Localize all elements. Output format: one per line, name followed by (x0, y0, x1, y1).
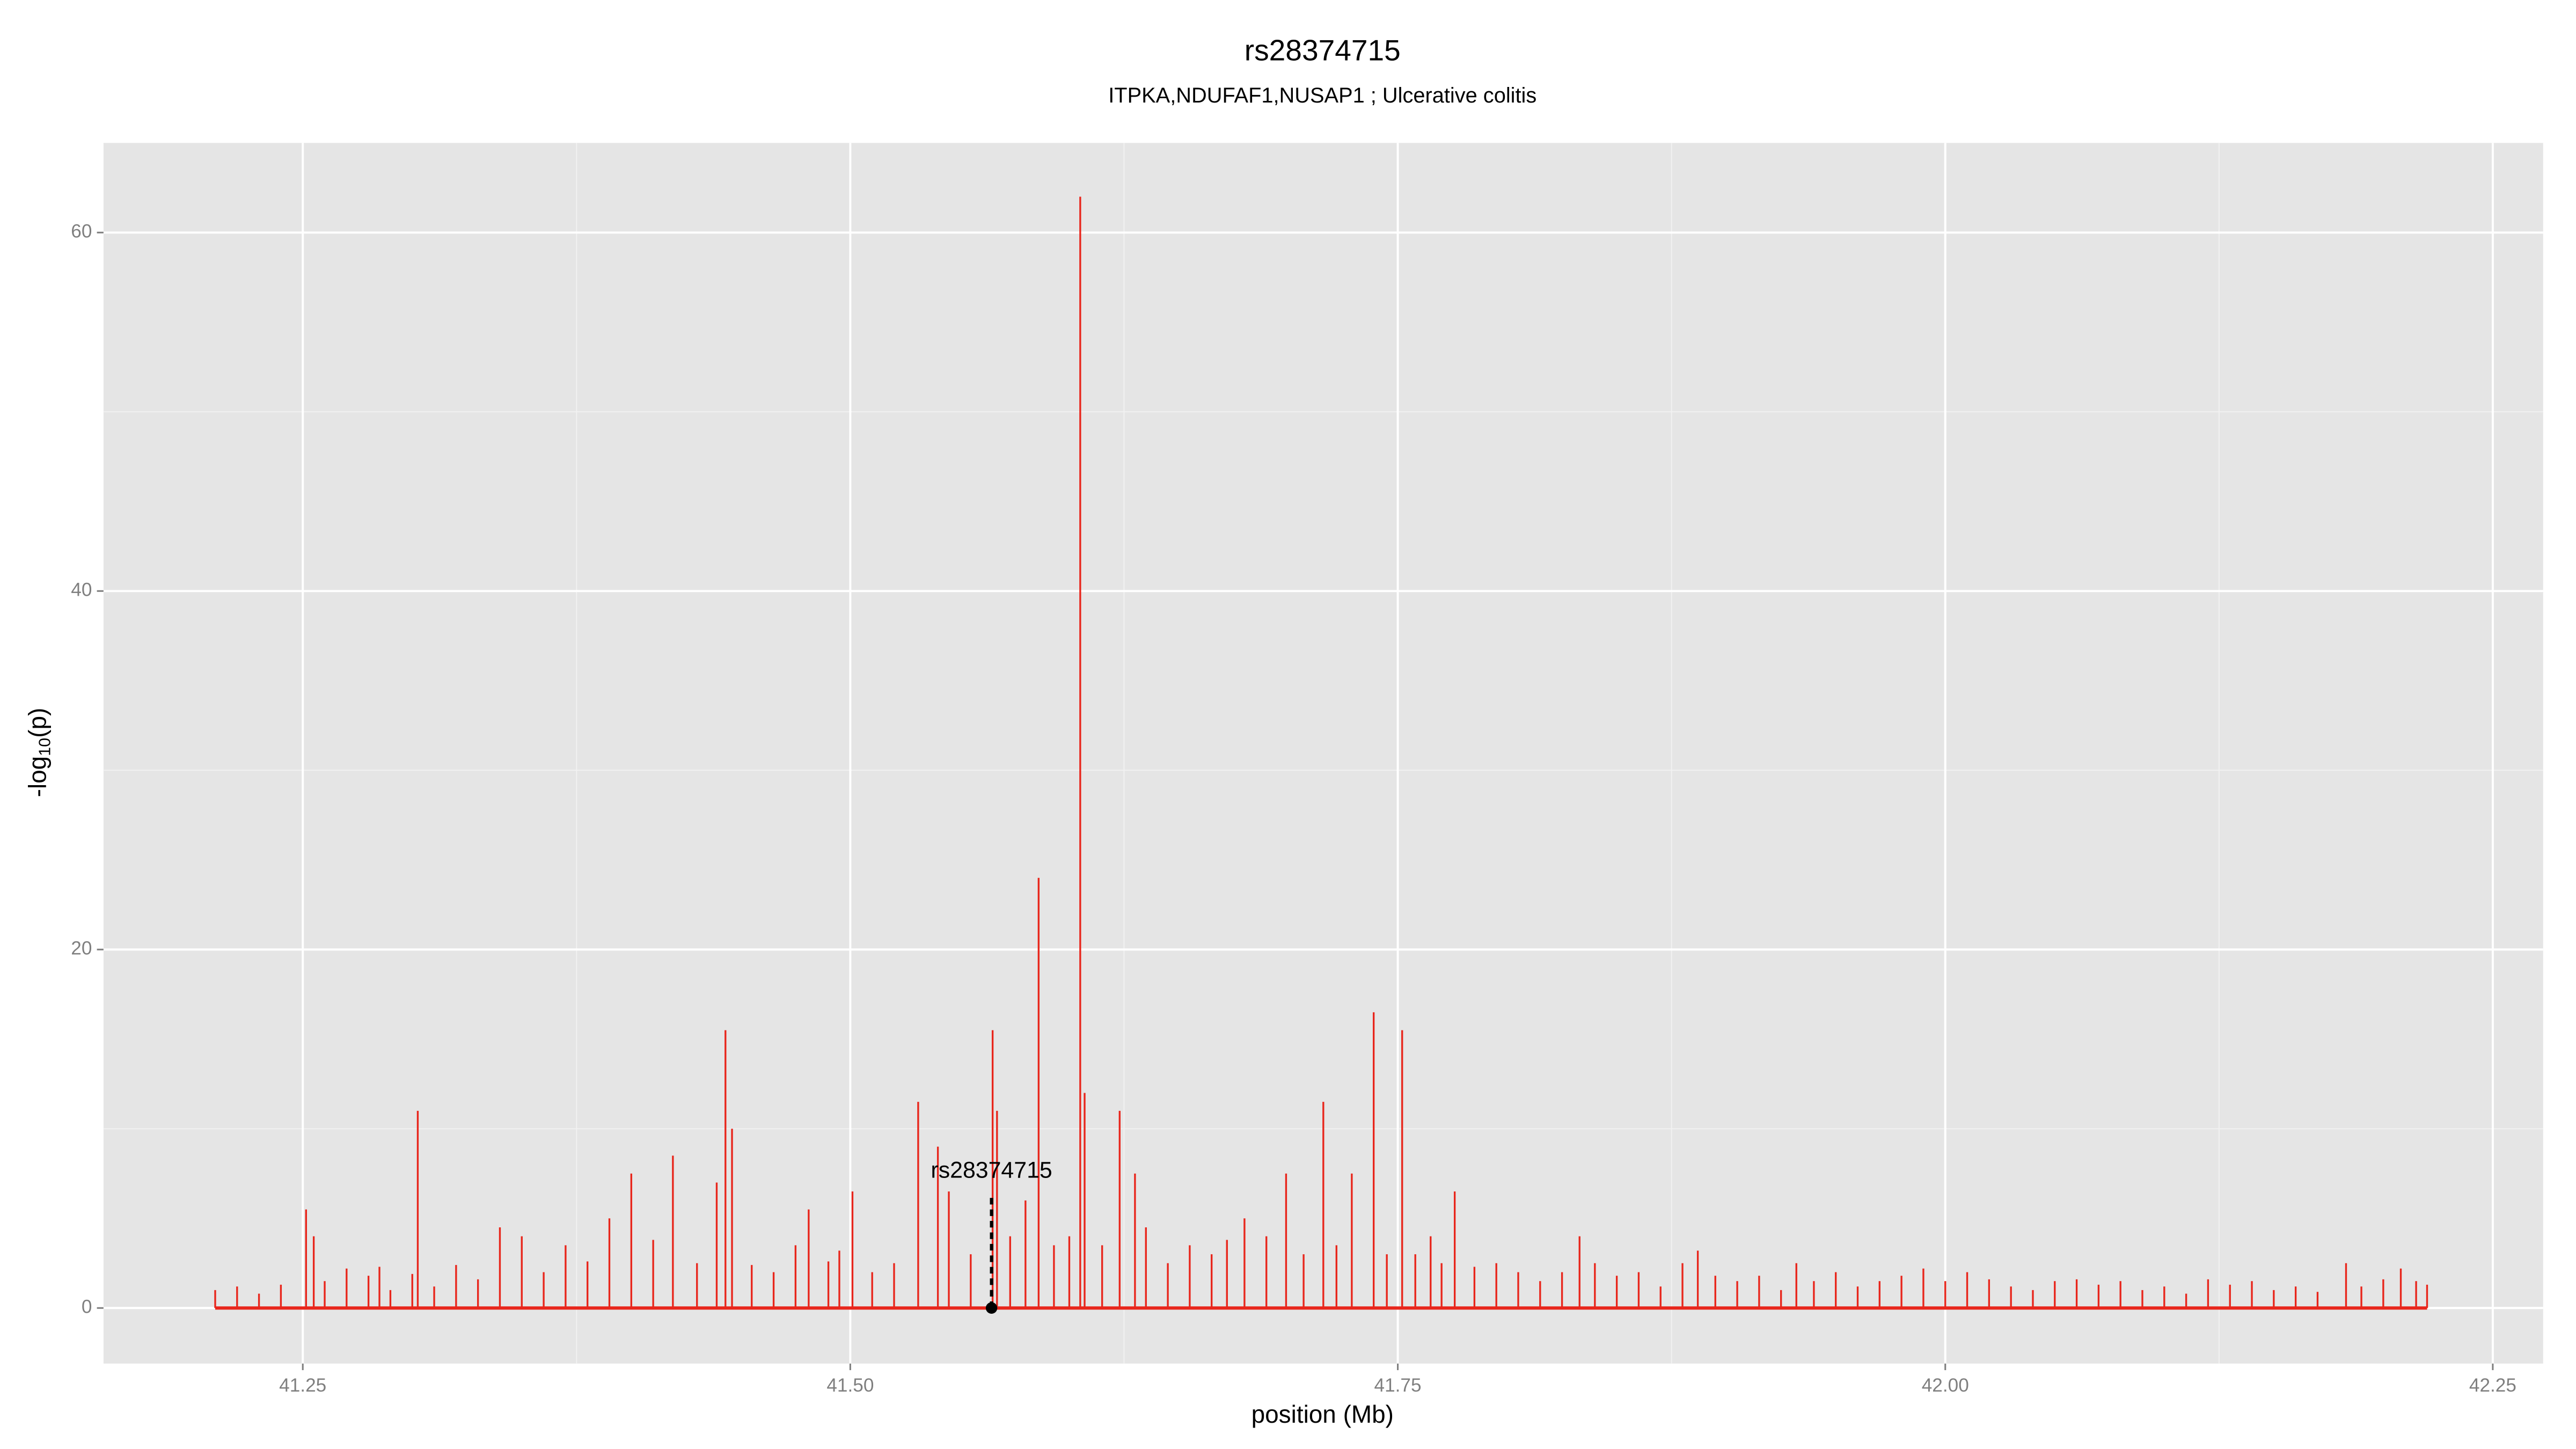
y-label-part: -log (24, 756, 52, 797)
y-tick-label: 60 (71, 221, 92, 242)
x-axis-label: position (Mb) (1252, 1400, 1394, 1428)
highlight-point (985, 1302, 998, 1314)
x-tick-label: 41.50 (826, 1375, 874, 1396)
y-tick-label: 20 (71, 938, 92, 959)
x-tick-label: 42.00 (1922, 1375, 1969, 1396)
y-tick-label: 40 (71, 580, 92, 601)
y-label-part: (p) (24, 708, 52, 738)
y-axis-label: -log10(p) (24, 708, 54, 797)
chart-title: rs28374715 (1245, 34, 1401, 67)
x-tick-label: 41.25 (279, 1375, 326, 1396)
chart-subtitle: ITPKA,NDUFAF1,NUSAP1 ; Ulcerative coliti… (1108, 84, 1536, 107)
y-label-sub: 10 (36, 738, 54, 756)
x-tick-label: 42.25 (2469, 1375, 2516, 1396)
highlight-label: rs28374715 (931, 1158, 1052, 1183)
y-tick-label: 0 (82, 1297, 92, 1318)
x-tick-label: 41.75 (1374, 1375, 1422, 1396)
